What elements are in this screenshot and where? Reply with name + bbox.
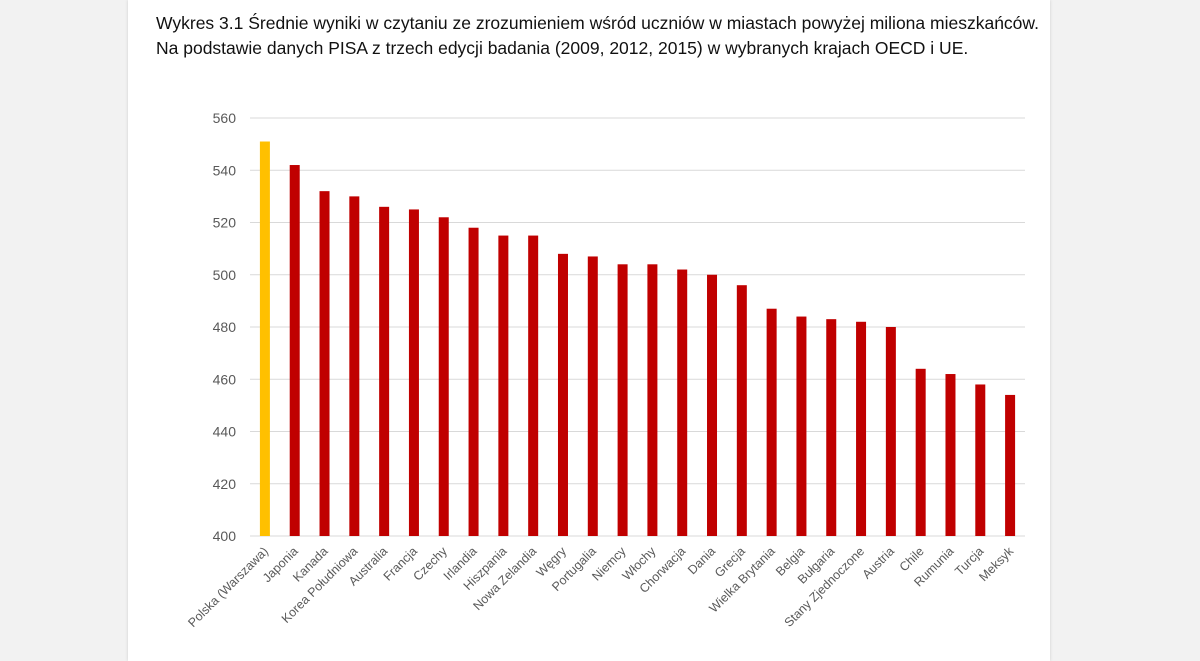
bar [975, 384, 986, 536]
x-tick-label: Meksyk [976, 544, 1016, 584]
bar [647, 264, 658, 536]
y-tick-label: 420 [213, 476, 237, 492]
gridlines [250, 117, 1025, 537]
bar [349, 196, 360, 536]
bar [408, 209, 419, 536]
bar [289, 165, 300, 536]
y-tick-label: 500 [213, 267, 237, 283]
bar [498, 235, 509, 536]
bar [528, 235, 539, 536]
bar [319, 191, 330, 536]
bar [945, 374, 956, 536]
bar [468, 227, 479, 536]
chart-title: Wykres 3.1 Średnie wyniki w czytaniu ze … [156, 13, 1039, 58]
bar [677, 269, 688, 536]
bar [259, 141, 270, 536]
bar [856, 321, 867, 536]
x-tick-label: Austria [860, 544, 897, 581]
bar [438, 217, 449, 536]
bar [885, 327, 896, 536]
y-tick-label: 440 [213, 424, 237, 440]
bar [826, 319, 837, 536]
y-tick-label: 460 [213, 371, 237, 387]
y-tick-label: 560 [213, 110, 237, 126]
y-tick-label: 540 [213, 162, 237, 178]
bar [796, 316, 807, 536]
bar [736, 285, 747, 536]
bar [617, 264, 628, 536]
bar [587, 256, 598, 536]
y-tick-label: 480 [213, 319, 237, 335]
bar [915, 368, 926, 536]
bar [766, 308, 777, 536]
bar [1005, 394, 1016, 536]
y-tick-label: 400 [213, 528, 237, 544]
bars [259, 141, 1016, 536]
x-tick-label: Polska (Warszawa) [185, 544, 271, 630]
bar [707, 274, 718, 536]
y-tick-label: 520 [213, 215, 237, 231]
bar [557, 253, 568, 536]
bar [379, 206, 390, 536]
y-axis-ticks: 400 420 440 460 480 500 520 540 560 [213, 110, 237, 544]
